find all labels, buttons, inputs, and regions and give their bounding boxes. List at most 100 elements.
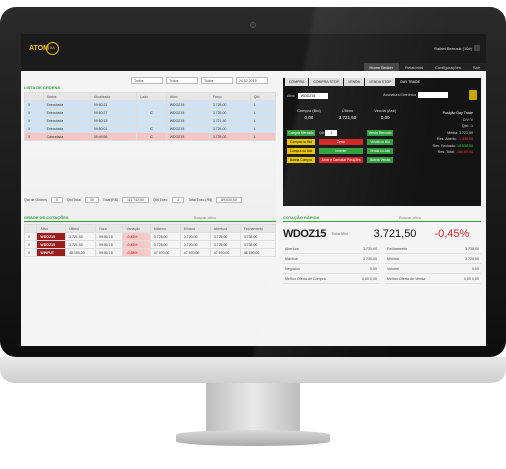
table-row[interactable]: X WDOZ15 3.721,50 09:50:15 -0,45% 3.725,00 3.7… <box>23 232 277 241</box>
cancel-order-icon[interactable]: X <box>24 132 44 141</box>
total-exec-value: 89.630,00 <box>216 197 242 203</box>
filter-date[interactable]: 24.02.2015 <box>236 77 268 84</box>
qcol-open[interactable]: Abertura <box>209 224 241 233</box>
order-time: 09:50:15 <box>89 116 138 125</box>
table-row[interactable]: X Executada 09:50:27 C WDOZ15 3.725,00 1 <box>24 108 277 117</box>
asset-input[interactable]: WDOZ15 <box>297 93 328 99</box>
order-side: V <box>136 100 167 109</box>
tab-compra[interactable]: COMPRA <box>285 78 309 86</box>
user-menu-icon[interactable] <box>474 45 480 51</box>
col-price[interactable]: Preço <box>208 92 251 101</box>
table-row[interactable]: X WDGZ15 3.721,50 09:50:15 -0,45% 3.725,00 3.7… <box>23 240 277 249</box>
quote-open: 3.725,00 <box>209 232 241 241</box>
menu-configuracoes[interactable]: Configurações <box>429 63 467 71</box>
quick-search-input[interactable]: Buscar ativo <box>398 215 421 220</box>
orders-title: LISTA DE ORDENS <box>24 85 61 90</box>
quote-open: 47.970,00 <box>209 248 241 257</box>
quote-max: 3.725,00 <box>149 240 181 249</box>
order-qty: 1 <box>249 116 277 125</box>
quotes-table: Ativo Último Hora Variação Máximo Mínimo… <box>23 224 277 257</box>
tab-compra-stop[interactable]: COMPRA STOP <box>309 78 343 86</box>
quote-last: 3.721,50 <box>65 240 97 249</box>
qcol-min[interactable]: Mínimo <box>179 224 211 233</box>
quote-min: 47.970,00 <box>179 248 211 257</box>
quotes-search-input[interactable]: Buscar ativo <box>193 215 216 220</box>
orders-summary: Qtd de Ordens 5 Qtd Total 30 Total (R$) … <box>24 195 276 205</box>
order-qty: 1 <box>249 124 277 133</box>
quote-close: 48.150,00 <box>239 248 277 257</box>
ask-value: 0,00 <box>380 115 390 120</box>
filter-side[interactable]: Todos <box>131 77 163 84</box>
venda-ask-button[interactable]: Venda no Ask <box>367 148 393 154</box>
tab-venda[interactable]: VENDA <box>343 78 365 86</box>
table-row[interactable]: X Cancelada 09:49:58 C WDOZ15 3.725,00 1 <box>24 132 277 141</box>
cancel-order-icon[interactable]: X <box>24 124 44 133</box>
table-row[interactable]: X Executada 09:50:21 V WDOZ15 3.725,00 1 <box>24 100 277 109</box>
signature-input[interactable] <box>418 92 449 98</box>
order-entry-panel: COMPRA COMPRA STOP VENDA VENDA STOP DAY … <box>283 78 481 206</box>
remove-quote-icon[interactable]: X <box>23 248 38 257</box>
tab-day-trade[interactable]: DAY TRADE <box>396 78 425 86</box>
col-qty[interactable]: Qtd <box>249 92 277 101</box>
qcol-asset[interactable]: Ativo <box>36 224 67 233</box>
zerar-button[interactable]: Zerar <box>319 139 363 145</box>
order-tabs: COMPRA COMPRA STOP VENDA VENDA STOP DAY … <box>285 78 481 86</box>
inverter-button[interactable]: Inverter <box>319 148 363 154</box>
table-row[interactable]: X WINFUT 48.150,00 09:50:15 -0,38% 47.970,00 4… <box>23 248 277 257</box>
qtd-box-input[interactable]: 1 <box>325 130 337 136</box>
compra-mercado-button[interactable]: Compra Mercado <box>287 130 315 136</box>
filter-status[interactable]: Todos <box>166 77 198 84</box>
venda-bid-button[interactable]: Venda no Bid <box>367 139 393 145</box>
table-row[interactable]: X Executada 09:50:01 C WDOZ15 3.725,00 1 <box>24 124 277 133</box>
qcol-max[interactable]: Máximo <box>149 224 181 233</box>
res-total-value: -186.00,00 <box>455 150 473 154</box>
qcol-close[interactable]: Fechamento <box>239 224 277 233</box>
boleta-venda-button[interactable]: Boleta Venda <box>367 157 393 163</box>
orders-panel: LISTA DE ORDENS Status Atualizado Lado A… <box>24 77 277 227</box>
col-side[interactable]: Lado <box>136 92 167 101</box>
asset-label: Ativo <box>287 94 295 98</box>
menu-home-broker[interactable]: Home Broker <box>363 63 400 71</box>
boleta-compra-button[interactable]: Boleta Compra <box>287 157 315 163</box>
quick-quote-panel: COTAÇÃO RÁPIDA Buscar ativo WDOZ15 Dólar… <box>283 215 481 315</box>
compra-ask-button[interactable]: Compra no Ask <box>287 148 315 154</box>
qcol-var[interactable]: Variação <box>122 224 151 233</box>
last-value: 3.721,50 <box>338 115 357 120</box>
qcol-last[interactable]: Último <box>65 224 97 233</box>
col-status[interactable]: Status <box>42 92 91 101</box>
table-row[interactable]: X Executada 09:50:15 V WDOZ15 3.721,50 1 <box>24 116 277 125</box>
zerar-cancelar-button[interactable]: Zerar e Cancelar Posições <box>319 157 363 163</box>
menu-sair[interactable]: Sair <box>466 63 486 71</box>
last-label: Último <box>341 108 354 113</box>
menu-relatorios[interactable]: Relatórios <box>399 63 430 71</box>
user-name[interactable]: Rafael Berezuk (10#) <box>434 46 472 51</box>
cancel-order-icon[interactable]: X <box>24 116 44 125</box>
remove-quote-icon[interactable]: X <box>23 240 38 249</box>
quote-detail-row: Máxima 3.730,00 <box>283 254 379 264</box>
total-label: Total (R$) <box>102 198 118 202</box>
cancel-order-icon[interactable]: X <box>24 108 44 117</box>
order-asset: WDOZ15 <box>165 100 210 109</box>
qtd-total-label: Qtd Total <box>66 198 81 202</box>
qcol-time[interactable]: Hora <box>95 224 124 233</box>
quote-detail-value: 3.730,00 <box>363 246 377 251</box>
cv-value: V <box>470 117 473 122</box>
order-side: C <box>136 132 167 141</box>
orders-table: Status Atualizado Lado Ativo Preço Qtd X… <box>24 92 277 141</box>
quote-detail-label: Volume <box>387 266 399 271</box>
quote-detail-row: Negócios 0,00 <box>283 264 379 274</box>
order-status: Executada <box>42 124 91 133</box>
filter-asset[interactable]: Todos <box>201 77 233 84</box>
col-updated[interactable]: Atualizado <box>89 92 138 101</box>
compra-bid-button[interactable]: Compra no Bid <box>287 139 315 145</box>
app-logo: ATOM <box>29 45 49 52</box>
order-asset: WDOZ15 <box>165 116 210 125</box>
tab-venda-stop[interactable]: VENDA STOP <box>365 78 396 86</box>
cancel-order-icon[interactable]: X <box>24 100 44 109</box>
quote-detail-row: Mínima 3.720,00 <box>385 254 481 264</box>
remove-quote-icon[interactable]: X <box>23 232 38 241</box>
venda-mercado-button[interactable]: Venda Mercado <box>367 130 393 136</box>
lock-icon[interactable] <box>469 90 477 100</box>
col-asset[interactable]: Ativo <box>165 92 210 101</box>
signature-label: Assinatura Eletrônica <box>383 93 417 97</box>
